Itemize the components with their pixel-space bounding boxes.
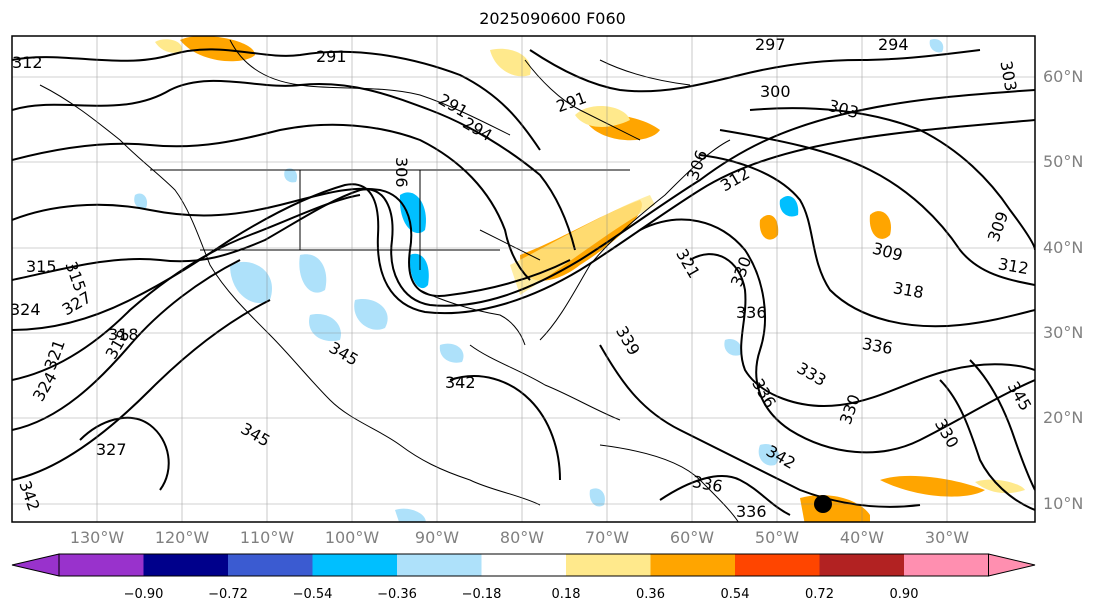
contour-label: 303 [996,59,1020,92]
colorbar-tick-label: 0.36 [636,587,665,602]
anomaly-shading [134,36,1025,522]
contour-label: 345 [238,419,274,451]
lon-label: 60°W [669,528,715,547]
contour-label: 306 [683,147,711,182]
contour-label: 300 [760,82,791,101]
lon-label: 90°W [414,528,460,547]
contour-label: 294 [878,35,909,54]
colorbar-tick-label: 0.18 [551,587,581,602]
colorbar-tick-label: −0.54 [292,587,333,602]
colorbar-segment [312,554,397,576]
contour-label: 324 [10,300,41,319]
graticule [12,36,1035,522]
lat-label: 40°N [1043,238,1084,257]
lon-label: 70°W [584,528,630,547]
colorbar-segment [143,554,228,576]
lat-label: 60°N [1043,67,1084,86]
colorbar-tick-label: 0.54 [720,587,750,602]
colorbar [11,553,1036,577]
colorbar-segment [481,554,566,576]
lon-label: 100°W [324,528,380,547]
contour-label: 342 [445,373,476,392]
chart-title: 2025090600 F060 [479,9,626,28]
colorbar-high-extension [988,553,1036,577]
contour-label: 336 [861,334,894,358]
colorbar-segment [735,554,820,576]
colorbar-tick-label: 0.72 [805,587,834,602]
lat-label: 20°N [1043,408,1084,427]
contour-label: 342 [15,478,43,513]
coastlines [39,39,739,522]
colorbar-segment [397,554,482,576]
colorbar-segment [228,554,313,576]
contour-label: 321 [672,246,704,282]
lon-label: 120°W [154,528,210,547]
contour-label: 306 [392,157,411,188]
colorbar-segment [819,554,904,576]
lon-label: 30°W [924,528,970,547]
contour-label: 309 [984,209,1012,244]
contour-label: 345 [326,338,362,370]
colorbar-segment [566,554,651,576]
contour-label: 336 [736,303,767,322]
contour-label: 312 [997,254,1030,278]
lon-label: 40°W [839,528,885,547]
contour-label: 330 [836,392,864,427]
colorbar-segment [650,554,735,576]
contour-label: 336 [691,472,724,496]
map-content: 291 291 291 294 294 297 300 303 303 306 … [10,35,1036,522]
colorbar-tick-label: −0.36 [377,587,417,602]
lon-label: 50°W [754,528,800,547]
contour-label: 312 [717,164,753,196]
contour-label: 318 [892,278,925,302]
contour-label: 336 [736,502,767,521]
contour-label: 312 [12,53,43,72]
storm-marker [814,495,832,513]
lat-label: 50°N [1043,152,1084,171]
contour-label: 303 [826,96,860,122]
colorbar-outline [58,553,989,577]
colorbar-segment [904,554,989,576]
contour-label: 315 [26,257,57,276]
contour-label: 327 [96,440,127,459]
lon-label: 110°W [239,528,295,547]
colorbar-tick-label: −0.18 [461,587,502,602]
colorbar-tick-label: −0.72 [208,587,248,602]
colorbar-low-extension [11,553,60,577]
contour-label: 297 [755,35,786,54]
map-frame [11,35,1036,523]
lat-label: 10°N [1043,494,1084,513]
lon-label: 80°W [499,528,545,547]
contour-label: 318 [108,325,139,344]
contour-label: 345 [1004,378,1036,414]
contour-lines [12,48,1035,516]
contour-label: 291 [316,47,347,66]
contour-label: 330 [727,254,755,289]
colorbar-tick-label: −0.90 [123,587,164,602]
contour-label-group: 291 291 291 294 294 297 300 303 303 306 … [10,35,1036,521]
lon-label: 130°W [69,528,125,547]
colorbar-segment [59,554,144,576]
contour-label: 339 [612,323,644,359]
contour-label: 291 [435,90,471,122]
contour-label: 327 [59,288,95,320]
lat-label: 30°N [1043,323,1084,342]
contour-label: 321 [41,337,69,372]
contour-label: 309 [870,239,904,265]
colorbar-tick-label: 0.90 [889,587,919,602]
contour-label: 333 [794,358,830,390]
